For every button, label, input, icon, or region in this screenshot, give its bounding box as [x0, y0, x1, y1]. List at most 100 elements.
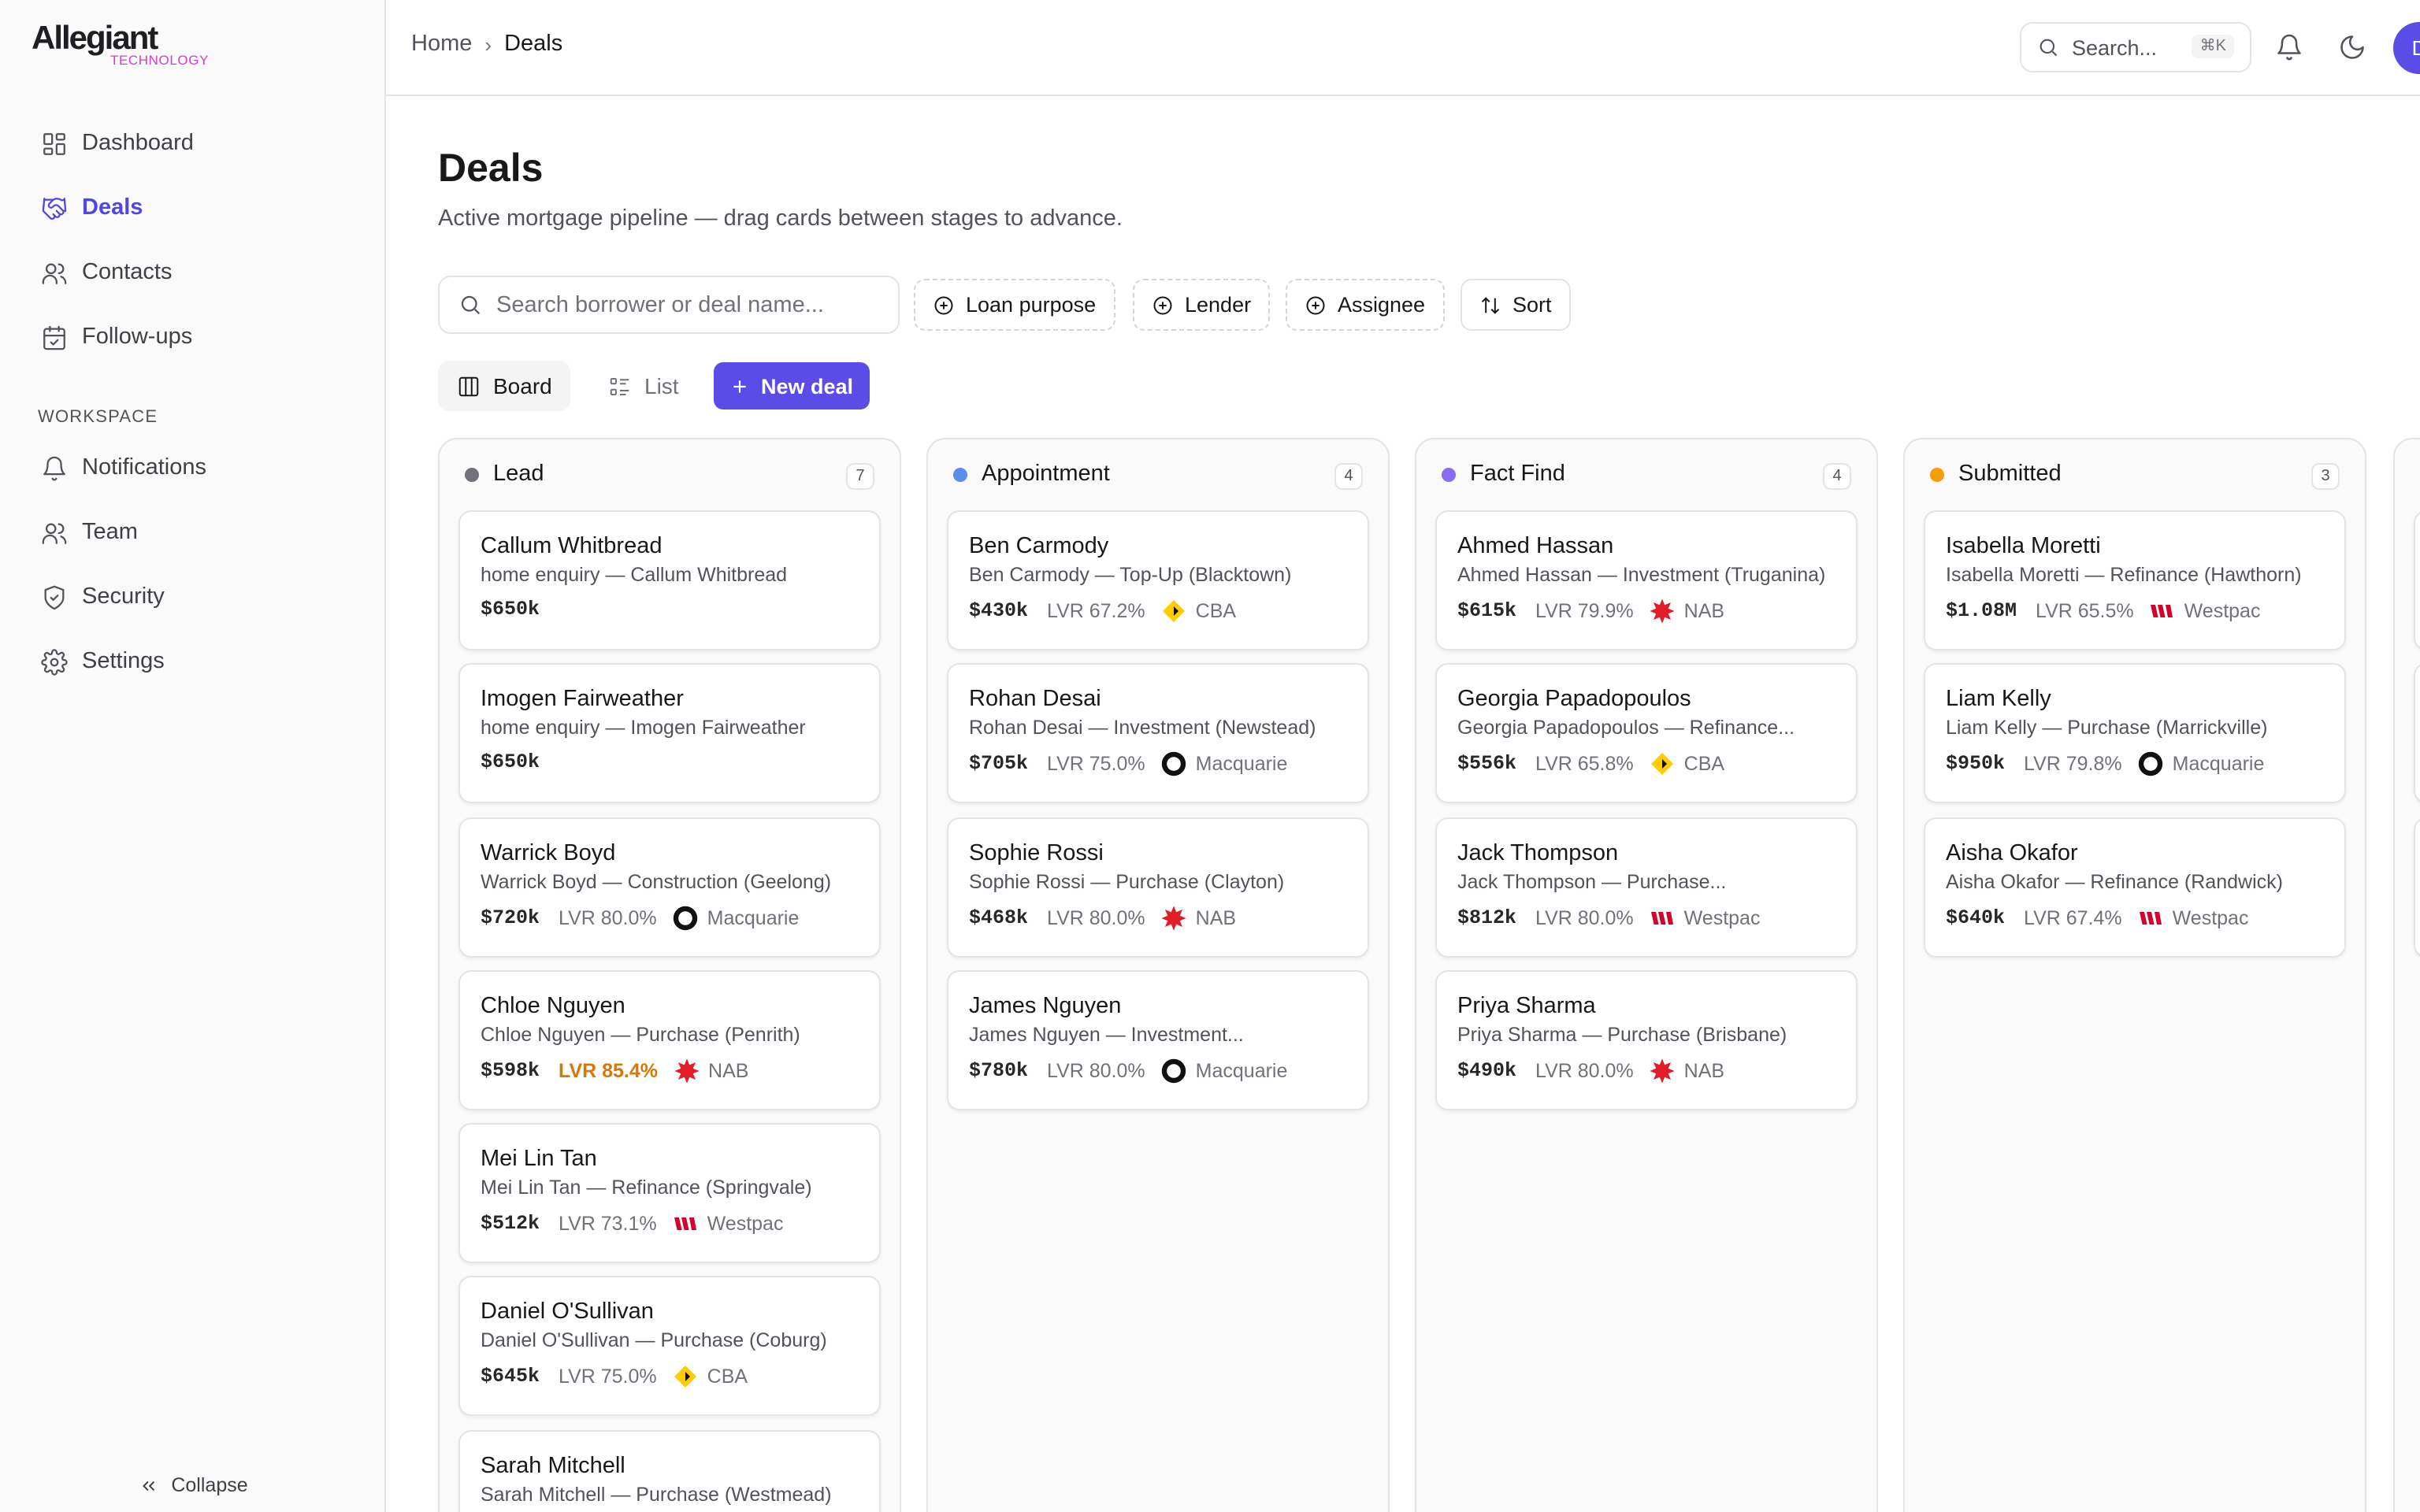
deal-card[interactable]: Aisha Okafor Aisha Okafor — Refinance (Ra… — [1924, 817, 2346, 958]
deal-card-partial[interactable] — [2414, 817, 2420, 958]
deal-lvr: LVR 75.0% — [559, 1366, 657, 1388]
deal-lender: NAB — [1195, 907, 1237, 929]
breadcrumb: Home › Deals — [411, 32, 562, 57]
workspace-section-label: WORKSPACE — [38, 408, 158, 427]
moon-icon[interactable] — [2338, 33, 2366, 61]
sidebar-item-team[interactable]: Team — [25, 504, 359, 561]
deal-meta: $556k LVR 65.8% CBA — [1457, 751, 1835, 776]
deal-card[interactable]: Sarah Mitchell Sarah Mitchell — Purchase … — [458, 1430, 881, 1512]
deal-card[interactable]: Liam Kelly Liam Kelly — Purchase (Marrick… — [1924, 663, 2346, 803]
kanban-column: Submitted 3 Isabella Moretti Isabella Moret… — [1903, 438, 2366, 1512]
deal-description: Daniel O'Sullivan — Purchase (Coburg) — [481, 1329, 827, 1351]
lender-filter[interactable]: Lender — [1133, 279, 1271, 331]
deal-card[interactable]: Jack Thompson Jack Thompson — Purchase...… — [1435, 817, 1858, 958]
deal-description: home enquiry — Imogen Fairweather — [481, 717, 806, 739]
deal-card[interactable]: Sophie Rossi Sophie Rossi — Purchase (Cla… — [947, 817, 1369, 958]
deal-lvr: LVR 73.1% — [559, 1213, 657, 1235]
sidebar-item-security[interactable]: Security — [25, 569, 359, 625]
deal-amount: $512k — [481, 1213, 540, 1235]
deal-borrower-name: Georgia Papadopoulos — [1457, 687, 1691, 712]
deal-card[interactable]: Callum Whitbread home enquiry — Callum Wh… — [458, 510, 881, 650]
sidebar-item-label: Security — [82, 584, 165, 610]
deal-lvr: LVR 79.8% — [2024, 753, 2122, 775]
filter-label: Loan purpose — [966, 293, 1097, 317]
sidebar-item-notifications[interactable]: Notifications — [25, 439, 359, 496]
deal-amount: $645k — [481, 1366, 540, 1388]
deal-meta: $812k LVR 80.0% Westpac — [1457, 906, 1835, 931]
deal-borrower-name: Mei Lin Tan — [481, 1147, 597, 1172]
deal-lender: Westpac — [1683, 907, 1761, 929]
westpac-logo-icon — [2150, 598, 2175, 624]
board-view-button[interactable]: Board — [438, 361, 571, 411]
deal-lender: Westpac — [707, 1213, 784, 1235]
sidebar-item-settings[interactable]: Settings — [25, 633, 359, 690]
column-title: Fact Find — [1470, 461, 1565, 487]
deal-lvr: LVR 67.4% — [2024, 907, 2122, 929]
deal-card[interactable]: Imogen Fairweather home enquiry — Imogen … — [458, 663, 881, 803]
deal-amount: $1.08M — [1946, 600, 2017, 622]
deal-lender: Westpac — [2184, 600, 2261, 622]
deal-lvr: LVR 80.0% — [1047, 907, 1145, 929]
sidebar-item-label: Deals — [82, 195, 143, 220]
deal-card-partial[interactable] — [2414, 510, 2420, 650]
deal-card[interactable]: Daniel O'Sullivan Daniel O'Sullivan — Pur… — [458, 1276, 881, 1416]
deal-amount: $615k — [1457, 600, 1517, 622]
deal-borrower-name: Rohan Desai — [969, 687, 1101, 712]
deal-description: James Nguyen — Investment... — [969, 1024, 1244, 1046]
deal-borrower-name: Liam Kelly — [1946, 687, 2051, 712]
column-count-badge: 4 — [1823, 463, 1851, 490]
nab-logo-icon — [674, 1058, 699, 1084]
deal-lender: Westpac — [2172, 907, 2249, 929]
deal-description: Jack Thompson — Purchase... — [1457, 871, 1727, 893]
global-search-button[interactable]: Search... ⌘K — [2020, 22, 2251, 72]
deal-lender: CBA — [1195, 600, 1237, 622]
deal-card[interactable]: Isabella Moretti Isabella Moretti — Refin… — [1924, 510, 2346, 650]
avatar[interactable]: D — [2393, 22, 2420, 74]
sidebar-item-label: Settings — [82, 649, 165, 674]
deal-lender: Macquarie — [707, 907, 800, 929]
chevron-right-icon: › — [484, 32, 492, 56]
deal-card-partial[interactable] — [2414, 663, 2420, 803]
deal-amount: $598k — [481, 1060, 540, 1082]
new-deal-button[interactable]: New deal — [714, 362, 870, 410]
deal-search-input[interactable] — [496, 292, 874, 317]
deal-card[interactable]: Chloe Nguyen Chloe Nguyen — Purchase (Pen… — [458, 970, 881, 1110]
cba-logo-icon — [1650, 751, 1675, 776]
sort-button[interactable]: Sort — [1461, 279, 1571, 331]
breadcrumb-home[interactable]: Home — [411, 32, 473, 57]
deal-borrower-name: Warrick Boyd — [481, 841, 616, 866]
deal-card[interactable]: Mei Lin Tan Mei Lin Tan — Refinance (Spri… — [458, 1123, 881, 1263]
deal-card[interactable]: Ahmed Hassan Ahmed Hassan — Investment (T… — [1435, 510, 1858, 650]
bell-icon[interactable] — [2275, 33, 2303, 61]
deal-description: Warrick Boyd — Construction (Geelong) — [481, 871, 832, 893]
brand-logo[interactable]: Allegiant TECHNOLOGY — [32, 21, 209, 68]
deal-lvr: LVR 80.0% — [1047, 1060, 1145, 1082]
deal-description: Isabella Moretti — Refinance (Hawthorn) — [1946, 564, 2302, 586]
macquarie-logo-icon — [2138, 751, 2163, 776]
deal-card[interactable]: Georgia Papadopoulos Georgia Papadopoulos… — [1435, 663, 1858, 803]
deal-meta: $430k LVR 67.2% CBA — [969, 598, 1347, 624]
deal-card[interactable]: Ben Carmody Ben Carmody — Top-Up (Blackto… — [947, 510, 1369, 650]
handshake-icon — [42, 197, 67, 220]
deal-card[interactable]: Rohan Desai Rohan Desai — Investment (New… — [947, 663, 1369, 803]
sort-label: Sort — [1512, 293, 1552, 317]
deal-lender: CBA — [1683, 753, 1725, 775]
deal-card[interactable]: Priya Sharma Priya Sharma — Purchase (Bri… — [1435, 970, 1858, 1110]
column-header: Fact Find — [1442, 461, 1565, 487]
sidebar-item-dashboard[interactable]: Dashboard — [25, 115, 359, 172]
deal-description: Aisha Okafor — Refinance (Randwick) — [1946, 871, 2283, 893]
sidebar-item-follow-ups[interactable]: Follow-ups — [25, 309, 359, 365]
collapse-sidebar-button[interactable]: Collapse — [0, 1474, 386, 1496]
deal-card[interactable]: James Nguyen James Nguyen — Investment...… — [947, 970, 1369, 1110]
list-view-button[interactable]: List — [589, 361, 698, 411]
deal-description: Priya Sharma — Purchase (Brisbane) — [1457, 1024, 1787, 1046]
loan-purpose-filter[interactable]: Loan purpose — [914, 279, 1115, 331]
column-count-badge: 4 — [1334, 463, 1363, 490]
sidebar-item-deals[interactable]: Deals — [25, 180, 359, 236]
sidebar-item-contacts[interactable]: Contacts — [25, 244, 359, 301]
deal-meta: $780k LVR 80.0% Macquarie — [969, 1058, 1347, 1084]
assignee-filter[interactable]: Assignee — [1286, 279, 1445, 331]
deal-lender: Macquarie — [1195, 1060, 1288, 1082]
deal-card[interactable]: Warrick Boyd Warrick Boyd — Construction … — [458, 817, 881, 958]
column-header: Lead — [465, 461, 544, 487]
